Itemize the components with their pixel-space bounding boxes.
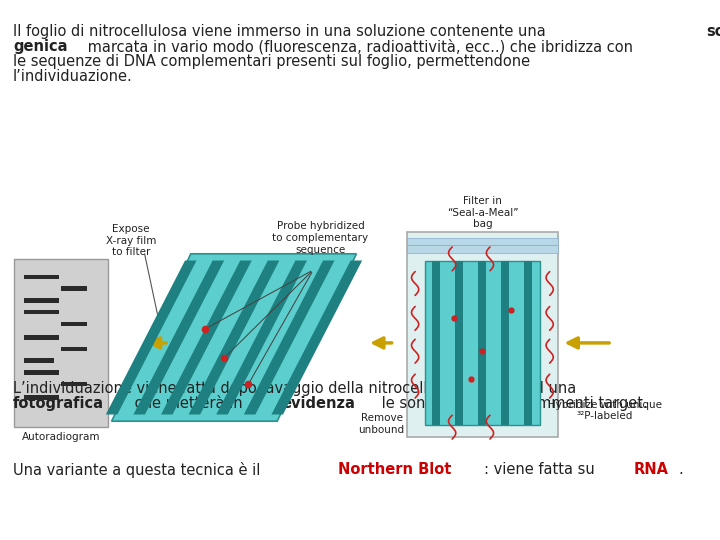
Text: RNA: RNA [634, 462, 668, 477]
Text: .: . [678, 462, 683, 477]
Text: l’individuazione.: l’individuazione. [13, 69, 132, 84]
Bar [425, 261, 540, 425]
Polygon shape [189, 260, 279, 415]
Bar [407, 238, 558, 245]
Bar [24, 395, 59, 400]
Text: che metterà in: che metterà in [130, 396, 248, 410]
Polygon shape [106, 260, 197, 415]
Text: le sequenze di DNA complementari presenti sul foglio, permettendone: le sequenze di DNA complementari present… [13, 54, 530, 69]
Text: Il foglio di nitrocellulosa viene immerso in una soluzione contenente una: Il foglio di nitrocellulosa viene immers… [13, 24, 550, 39]
Text: : viene fatta su: : viene fatta su [485, 462, 600, 477]
Text: Remove
unbound: Remove unbound [359, 413, 405, 435]
Polygon shape [133, 260, 224, 415]
Bar [24, 335, 59, 340]
Bar [407, 232, 558, 437]
Text: Una variante a questa tecnica è il: Una variante a questa tecnica è il [13, 462, 265, 478]
Text: Expose
X-ray film
to filter: Expose X-ray film to filter [106, 224, 156, 257]
Polygon shape [216, 260, 307, 415]
Text: Autoradiogram: Autoradiogram [22, 432, 101, 442]
Text: Probe hybridized
to complementary
sequence: Probe hybridized to complementary sequen… [272, 221, 369, 254]
Bar [478, 261, 487, 425]
Bar [501, 261, 510, 425]
Text: genica: genica [13, 39, 68, 54]
Polygon shape [161, 260, 252, 415]
Text: fotografica: fotografica [13, 396, 104, 410]
Bar [24, 275, 59, 279]
Text: Northern Blot: Northern Blot [338, 462, 451, 477]
Bar [61, 382, 87, 387]
Bar [14, 259, 108, 427]
Text: evidenza: evidenza [282, 396, 356, 410]
Text: le sonde legate ai frammenti target.: le sonde legate ai frammenti target. [377, 396, 648, 410]
Polygon shape [244, 260, 335, 415]
Bar [433, 261, 441, 425]
Text: marcata in vario modo (fluorescenza, radioattività, ecc..) che ibridizza con: marcata in vario modo (fluorescenza, rad… [84, 39, 634, 55]
Bar [24, 310, 59, 314]
Bar [61, 347, 87, 351]
Bar [61, 322, 87, 326]
Bar [407, 245, 558, 253]
Bar [61, 287, 87, 291]
Text: L’individuazione viene fatta dopo lavaggio della nitrocellulosa, grazie ad una: L’individuazione viene fatta dopo lavagg… [13, 381, 581, 396]
Bar [524, 261, 532, 425]
Polygon shape [112, 254, 356, 421]
Text: Filter in
“Seal-a-Meal”
bag: Filter in “Seal-a-Meal” bag [446, 197, 518, 230]
Bar [24, 359, 54, 363]
Text: Hybridize with unique
³²P-labeled: Hybridize with unique ³²P-labeled [548, 400, 662, 421]
Bar [24, 298, 59, 303]
Polygon shape [271, 260, 362, 415]
Bar [455, 261, 464, 425]
Bar [24, 370, 59, 375]
Text: sonda: sonda [706, 24, 720, 39]
